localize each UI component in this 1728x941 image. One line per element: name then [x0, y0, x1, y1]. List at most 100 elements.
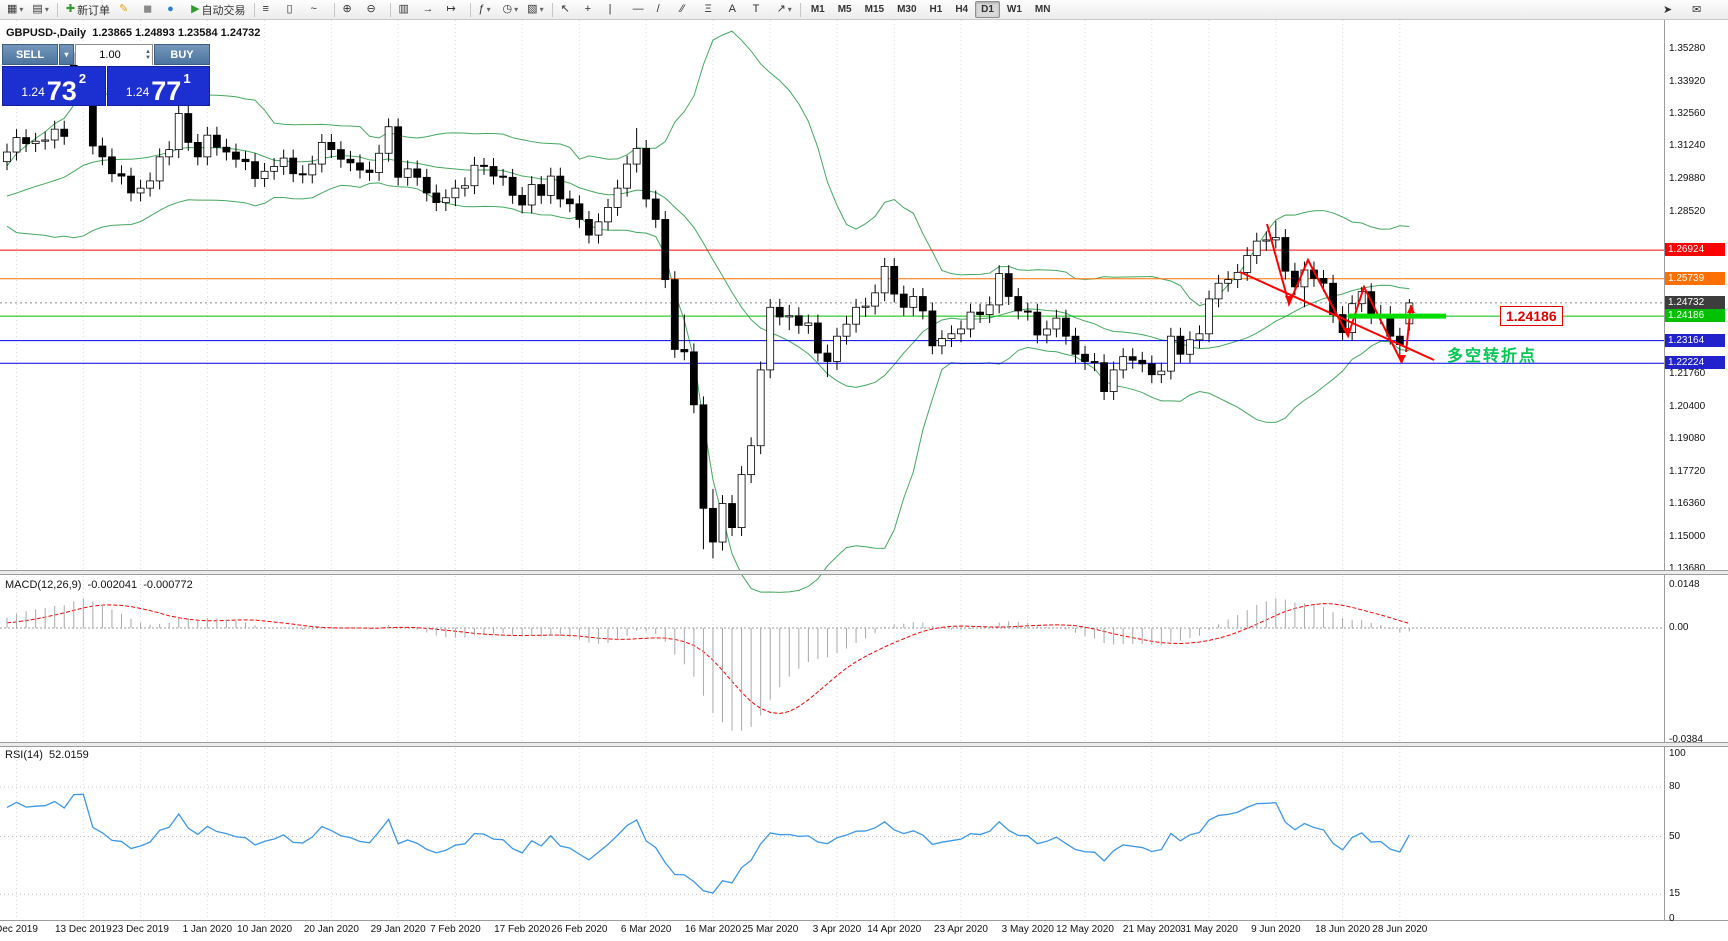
timeframe-m1-button[interactable]: M1: [810, 4, 825, 15]
timeframe-m15-button[interactable]: M15: [864, 4, 885, 15]
date-axis-label: 23 Apr 2020: [934, 924, 988, 935]
date-axis-label: Dec 2019: [0, 924, 38, 935]
zigzag-annotation[interactable]: [1266, 223, 1403, 364]
volume-spinners[interactable]: ▲ ▼: [145, 48, 151, 61]
horizontal-line-button[interactable]: —: [629, 1, 652, 19]
annotations-layer[interactable]: [1239, 223, 1446, 364]
price-tag: 1.25739: [1665, 271, 1725, 285]
date-axis-label: 21 May 2020: [1122, 924, 1181, 935]
timeframe-w1-button[interactable]: W1: [1006, 4, 1022, 15]
zoom-in-icon: ⊕: [342, 3, 352, 15]
horizontal-lines-layer[interactable]: [0, 249, 1664, 364]
templates-button[interactable]: ▧ ▾: [523, 1, 547, 19]
timeframe-m5-button[interactable]: M5: [837, 4, 852, 15]
market-button[interactable]: ◼: [139, 1, 162, 19]
date-axis-separator: [0, 920, 1728, 921]
line-chart-button[interactable]: ~: [307, 1, 330, 19]
price-callout[interactable]: 1.24186: [1500, 306, 1563, 326]
new-order-button[interactable]: ✚ 新订单: [65, 3, 111, 17]
arrows-button[interactable]: ↗ ▾: [773, 1, 796, 19]
chevron-down-icon: ▾: [44, 5, 49, 14]
macd-panel-separator[interactable]: [0, 570, 1728, 575]
date-axis-label: 9 Jun 2020: [1251, 924, 1301, 935]
date-axis-label: 17 Feb 2020: [494, 924, 551, 935]
timeframe-mn-button[interactable]: MN: [1034, 4, 1051, 15]
bollinger-lower-line: [6, 182, 1410, 593]
rsi-axis-label: 15: [1669, 888, 1681, 900]
periods-button[interactable]: ◷ ▾: [499, 1, 523, 19]
chart-shift-icon: ↦: [446, 3, 456, 15]
price-axis-label: 1.16360: [1669, 498, 1706, 510]
macd-axis-label: -0.0384: [1669, 733, 1703, 745]
tile-windows-icon: ▥: [398, 3, 409, 15]
date-axis-label: 13 Dec 2019: [54, 924, 112, 935]
buy-button[interactable]: BUY: [154, 44, 210, 65]
bollinger-middle-line: [6, 146, 1410, 388]
channel-button[interactable]: ∕∕: [677, 1, 700, 19]
date-axis-label: 3 Apr 2020: [812, 924, 862, 935]
fibonacci-icon: Ξ: [704, 3, 712, 15]
ask-quote[interactable]: 1.24 77 1: [106, 66, 210, 106]
new-chart-icon: ▦: [7, 3, 18, 15]
candlestick-button[interactable]: ▯: [283, 1, 306, 19]
price-axis-label: 1.13680: [1669, 563, 1706, 574]
price-axis-label: 1.15000: [1669, 531, 1706, 543]
chart-shift-button[interactable]: ↦: [443, 1, 466, 19]
date-axis-label: 6 Mar 2020: [620, 924, 672, 935]
turning-point-annotation[interactable]: 多空转折点: [1447, 348, 1538, 365]
trendline-button[interactable]: /: [653, 1, 676, 19]
auto-scroll-button[interactable]: →: [419, 1, 442, 19]
toolbar: ▦ ▾ ▤ ▾ ✚ 新订单 ✎ ◼ ● ▶ 自动交易 ≡ ▯ ~ ⊕ ⊖ ▥ → ↦ ƒ ▾ ◷ ▾ ▧ ▾ ↖ + | — / ∕∕ Ξ A T…: [0, 0, 1728, 20]
autotrading-button[interactable]: ▶ 自动交易: [191, 3, 246, 17]
label-button[interactable]: T: [749, 1, 772, 19]
sell-button[interactable]: SELL: [2, 44, 58, 65]
rsi-label: RSI(14) 52.0159: [5, 749, 89, 761]
rsi-axis-label: 100: [1669, 748, 1686, 759]
chevron-down-icon: ▾: [486, 5, 491, 14]
price-axis-border: [1664, 20, 1665, 920]
zoom-out-button[interactable]: ⊖: [363, 1, 386, 19]
send-icon[interactable]: ➤: [1663, 4, 1673, 16]
bar-chart-button[interactable]: ≡: [259, 1, 282, 19]
macd-axis-label: 0.0148: [1669, 578, 1700, 590]
volume-dropdown[interactable]: ▾: [59, 44, 74, 65]
date-axis-label: 3 May 2020: [1001, 924, 1054, 935]
horizontal-line-icon: —: [632, 3, 644, 15]
templates-icon: ▧: [527, 3, 538, 15]
toolbar-separator: [389, 2, 391, 17]
date-axis-label: 28 Jun 2020: [1372, 924, 1428, 935]
date-axis-label: 26 Feb 2020: [551, 924, 608, 935]
price-axis-label: 1.20400: [1669, 401, 1706, 413]
price-axis-label: 1.31240: [1669, 140, 1706, 152]
macd-signal-line: [6, 603, 1410, 715]
bid-quote[interactable]: 1.24 73 2: [2, 66, 106, 106]
timeframe-h4-button[interactable]: H4: [955, 4, 969, 15]
crosshair-button[interactable]: +: [581, 1, 604, 19]
tile-windows-button[interactable]: ▥: [395, 1, 418, 19]
fibonacci-button[interactable]: Ξ: [701, 1, 724, 19]
profiles-button[interactable]: ▤ ▾: [28, 1, 52, 19]
indicators-button[interactable]: ƒ ▾: [475, 1, 498, 19]
crosshair-icon: +: [584, 3, 592, 15]
price-axis-label: 1.21760: [1669, 368, 1706, 380]
cursor-button[interactable]: ↖: [557, 1, 580, 19]
timeframe-h1-button[interactable]: H1: [929, 4, 943, 15]
zoom-out-icon: ⊖: [366, 3, 376, 15]
editor-button[interactable]: ✎: [115, 1, 138, 19]
vertical-line-button[interactable]: |: [605, 1, 628, 19]
volume-input[interactable]: [76, 45, 152, 65]
text-button[interactable]: A: [725, 1, 748, 19]
date-axis-label: 18 Jun 2020: [1315, 924, 1371, 935]
rsi-panel-separator[interactable]: [0, 742, 1728, 747]
bollinger-upper-line: [6, 30, 1410, 307]
timeframe-m30-button[interactable]: M30: [897, 4, 917, 15]
label-icon: T: [752, 3, 760, 15]
chat-icon[interactable]: ✉: [1692, 4, 1702, 16]
community-button[interactable]: ●: [163, 1, 186, 19]
symbol-name: GBPUSD-,Daily: [6, 27, 87, 39]
zoom-in-button[interactable]: ⊕: [339, 1, 362, 19]
new-chart-button[interactable]: ▦ ▾: [3, 1, 27, 19]
timeframe-d1-button[interactable]: D1: [975, 1, 1000, 18]
